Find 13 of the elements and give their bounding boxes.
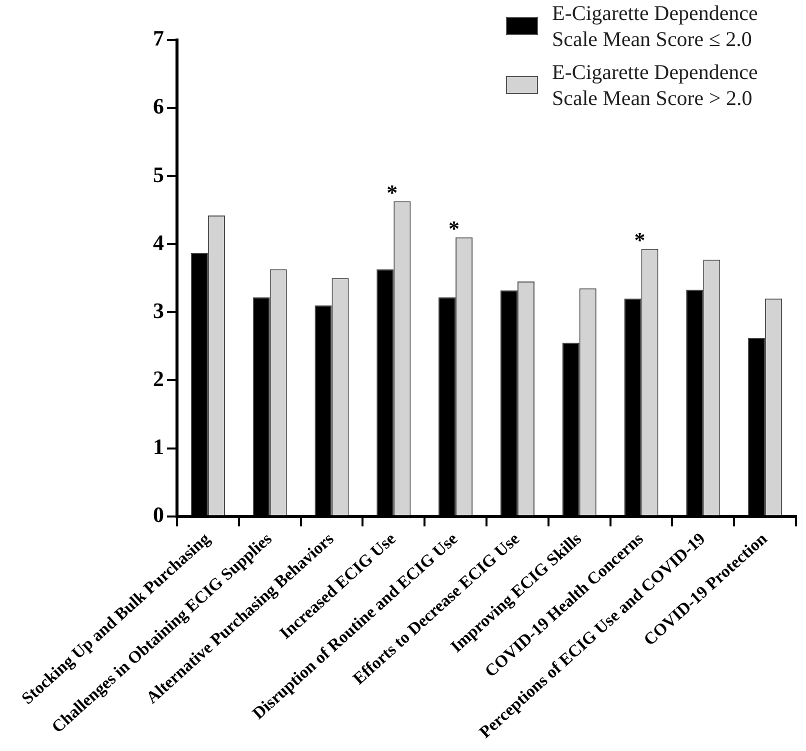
legend-label: E-Cigarette Dependence Scale Mean Score ≤ 2.0 bbox=[552, 0, 759, 52]
y-tick-label: 1 bbox=[153, 434, 164, 459]
annotation: * bbox=[448, 216, 460, 242]
y-tick-label: 3 bbox=[153, 298, 164, 323]
y-tick-label: 5 bbox=[153, 162, 164, 187]
legend-label: E-Cigarette Dependence Scale Mean Score > 2.0 bbox=[552, 58, 759, 111]
y-tick-label: 7 bbox=[153, 26, 164, 51]
y-tick-label: 6 bbox=[153, 94, 164, 119]
annotation: * bbox=[386, 180, 398, 205]
y-tick-label: 4 bbox=[153, 230, 164, 255]
annotation: * bbox=[634, 228, 646, 253]
y-tick-label: 0 bbox=[153, 502, 164, 527]
y-tick-label: 2 bbox=[153, 366, 164, 391]
